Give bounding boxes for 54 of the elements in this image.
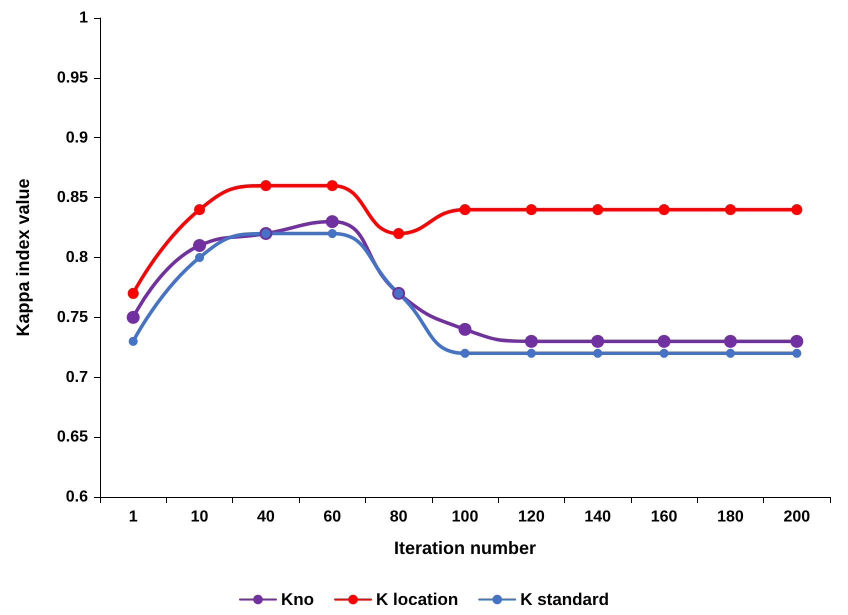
y-tick-label: 0.7 — [66, 368, 88, 386]
point — [326, 180, 338, 192]
y-axis-title: Kappa index value — [13, 178, 33, 337]
point — [524, 334, 538, 348]
x-tick-label: 160 — [650, 508, 678, 526]
y-tick-label: 1 — [79, 10, 88, 26]
point — [393, 228, 404, 240]
point — [126, 310, 140, 324]
point — [194, 204, 206, 216]
point — [458, 322, 472, 336]
point — [193, 239, 206, 252]
y-tick-label: 0.8 — [66, 249, 88, 266]
point — [724, 204, 736, 216]
point — [328, 229, 337, 238]
point — [791, 204, 802, 216]
y-tick-label: 0.75 — [56, 308, 88, 326]
x-tick-label: 60 — [323, 508, 342, 526]
point — [660, 348, 669, 358]
y-tick-label: 0.85 — [56, 189, 88, 206]
point — [460, 204, 470, 216]
y-tick-label: 0.65 — [56, 428, 88, 446]
y-tick-label: 0.9 — [66, 129, 88, 146]
legend-label: K standard — [520, 590, 610, 609]
x-tick-label: 140 — [584, 508, 612, 526]
x-tick-label: 1 — [128, 508, 138, 526]
point — [592, 204, 604, 216]
point — [658, 204, 670, 216]
point — [790, 334, 804, 348]
point — [195, 253, 204, 262]
point — [260, 180, 272, 192]
point — [593, 348, 602, 358]
point — [460, 348, 470, 358]
point — [726, 348, 735, 358]
point — [526, 348, 536, 358]
x-tick-label: 80 — [390, 508, 408, 526]
legend-label: K location — [376, 590, 458, 609]
x-tick-label: 180 — [717, 508, 744, 526]
point — [591, 334, 604, 348]
point — [326, 215, 339, 228]
point — [792, 348, 802, 358]
x-tick-label: 200 — [783, 508, 810, 526]
y-tick-label: 0.6 — [66, 488, 88, 506]
point — [658, 334, 671, 348]
x-tick-label: 40 — [257, 508, 275, 526]
legend-label: Kno — [280, 590, 314, 609]
y-tick-label: 0.95 — [56, 69, 88, 86]
x-tick-label: 100 — [452, 508, 478, 526]
x-tick-label: 120 — [518, 508, 545, 526]
point — [724, 334, 737, 348]
point — [526, 204, 537, 216]
point — [128, 336, 138, 346]
x-axis-title: Iteration number — [394, 538, 536, 558]
point — [128, 288, 139, 299]
x-tick-label: 10 — [190, 508, 209, 526]
